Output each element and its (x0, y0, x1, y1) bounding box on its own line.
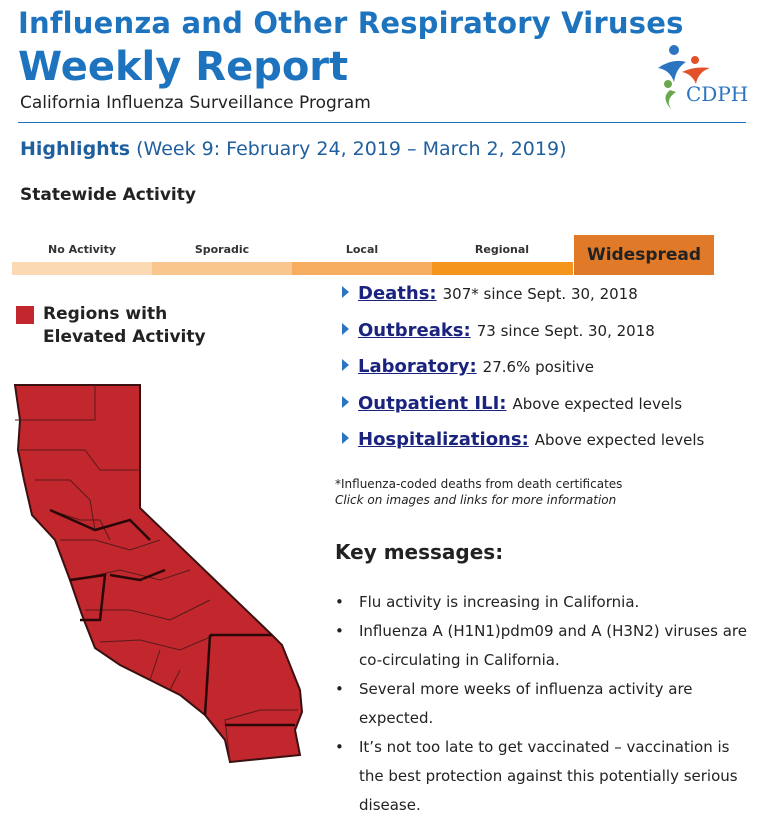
activity-strip (432, 262, 573, 275)
activity-level: No Activity (47, 243, 117, 256)
highlights: Highlights (Week 9: February 24, 2019 – … (20, 138, 567, 160)
indicator-link[interactable]: Deaths: (358, 283, 437, 304)
indicator-link[interactable]: Laboratory: (358, 356, 477, 377)
legend-label: Regions with Elevated Activity (43, 304, 206, 347)
report-title: Influenza and Other Respiratory Viruses (18, 6, 684, 40)
activity-level-current: Widespread (574, 235, 714, 275)
key-messages: Flu activity is increasing in California… (333, 588, 753, 820)
activity-strip (292, 262, 433, 275)
indicator: Outbreaks: 73 since Sept. 30, 2018 (342, 320, 655, 341)
arrow (342, 395, 349, 408)
indicator-text: 307* since Sept. 30, 2018 (442, 285, 638, 303)
footnote: *Influenza-coded deaths from death certi… (335, 477, 623, 491)
key-message: It’s not too late to get vaccinated – va… (333, 733, 753, 820)
key-message: Several more weeks of influenza activity… (333, 675, 753, 733)
arrow (342, 322, 349, 335)
indicator-text: 27.6% positive (482, 358, 594, 376)
highlights-label: Highlights (20, 138, 131, 160)
activity-level: Sporadic (194, 243, 250, 256)
indicator: Hospitalizations: Above expected levels (342, 429, 704, 450)
activity-strip (152, 262, 293, 275)
legend-swatch (16, 306, 34, 324)
activity-strip (12, 262, 153, 275)
key-messages-title: Key messages: (335, 540, 504, 564)
key-message: Influenza A (H1N1)pdm09 and A (H3N2) vir… (333, 617, 753, 675)
arrow (342, 286, 349, 298)
indicator: Outpatient ILI: Above expected levels (342, 393, 682, 414)
highlights-week: (Week 9: February 24, 2019 – March 2, 20… (136, 138, 567, 160)
report-title-main: Weekly Report (18, 44, 349, 90)
subtitle: California Influenza Surveillance Progra… (20, 93, 371, 113)
indicator-link[interactable]: Outbreaks: (358, 319, 471, 341)
indicator-link[interactable]: Hospitalizations: (358, 429, 529, 450)
indicator-link[interactable]: Outpatient ILI: (358, 392, 507, 414)
key-message: Flu activity is increasing in California… (333, 588, 753, 617)
divider (18, 122, 746, 123)
california-map[interactable] (10, 380, 310, 770)
indicator: Laboratory: 27.6% positive (342, 356, 594, 377)
indicator-text: Above expected levels (534, 431, 705, 449)
indicator-text: Above expected levels (512, 394, 683, 413)
logo-text: CDPH (686, 82, 748, 106)
indicator: Deaths: 307* since Sept. 30, 2018 (342, 283, 638, 304)
note: Click on images and links for more infor… (335, 493, 617, 507)
logo: CDPH (658, 45, 748, 110)
activity-level: Local (345, 243, 379, 256)
arrow (342, 432, 349, 444)
activity-level: Regional (474, 243, 530, 256)
indicator-text: 73 since Sept. 30, 2018 (476, 321, 655, 340)
section-title: Statewide Activity (20, 185, 196, 205)
arrow (342, 359, 349, 371)
